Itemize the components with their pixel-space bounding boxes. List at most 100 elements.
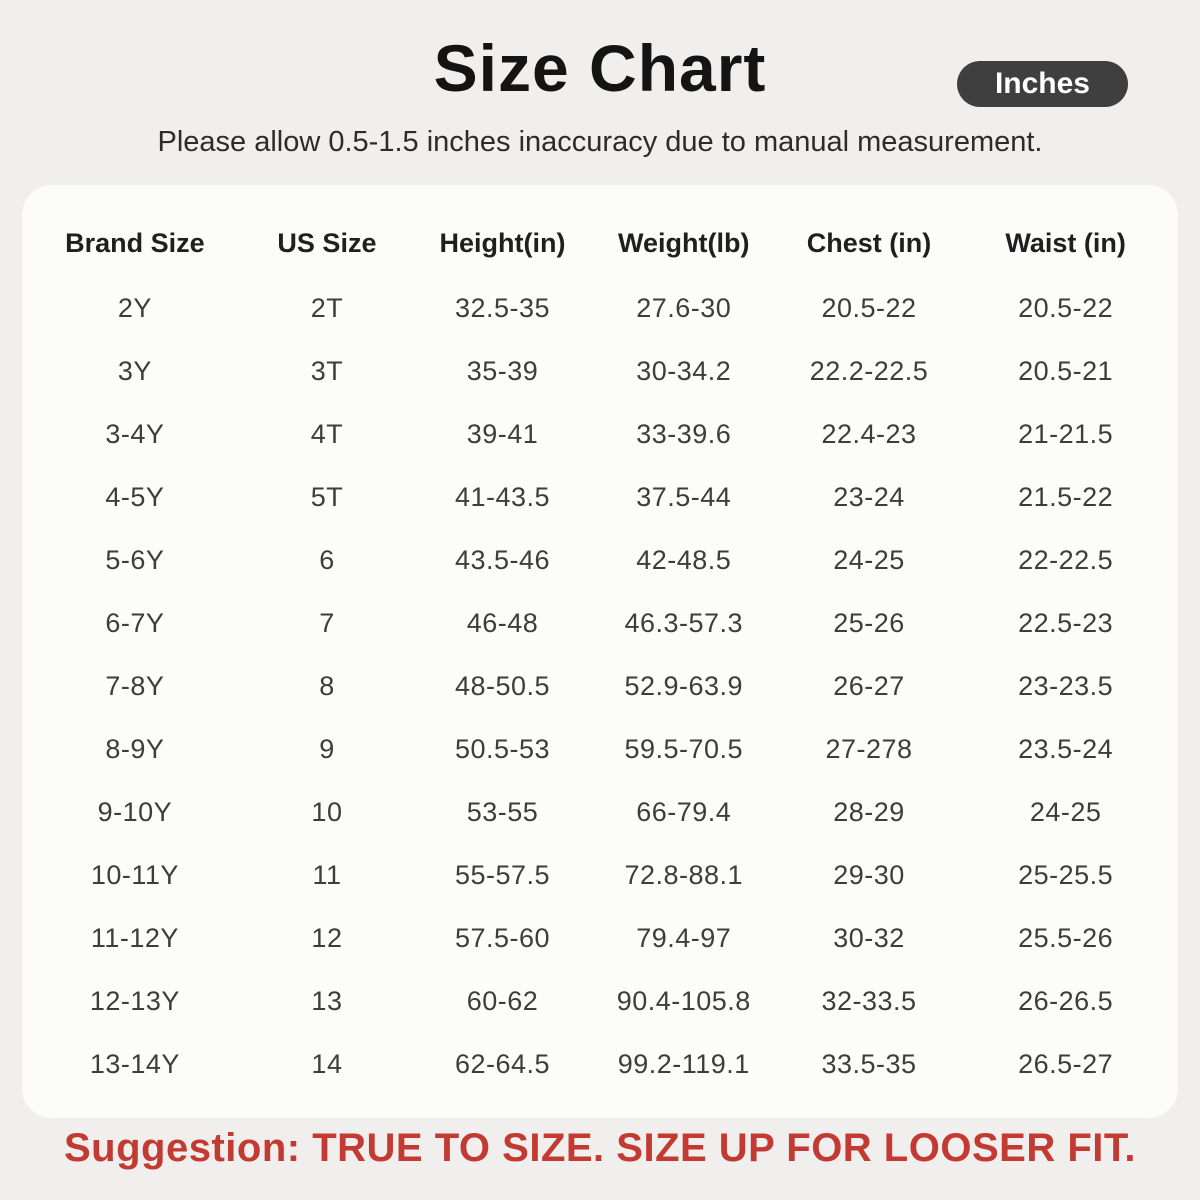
table-cell: 25.5-26 (1018, 923, 1114, 953)
size-table-card: Brand Size US Size Height(in) Weight(lb) Che… (22, 185, 1178, 1118)
table-row: 3-4Y 4T 39-41 33-39.6 22.4-23 21-21.5 (30, 403, 1170, 466)
table-cell: 26-26.5 (1018, 986, 1114, 1016)
table-cell: 8 (319, 671, 335, 701)
column-header: US Size (277, 227, 377, 258)
table-cell: 9 (319, 734, 335, 764)
table-cell: 32.5-35 (454, 293, 551, 323)
table-cell: 30-34.2 (636, 356, 732, 386)
table-cell: 3Y (117, 356, 152, 386)
table-cell: 8-9Y (105, 734, 165, 764)
table-cell: 13-14Y (89, 1049, 180, 1079)
table-cell: 90.4-105.8 (616, 986, 751, 1016)
table-cell: 46-48 (466, 608, 539, 638)
table-row: 8-9Y 9 50.5-53 59.5-70.5 27-278 23.5-24 (30, 718, 1170, 781)
table-cell: 35-39 (466, 356, 539, 386)
table-cell: 52.9-63.9 (624, 671, 744, 701)
table-cell: 26-27 (833, 671, 905, 701)
table-cell: 20.5-21 (1018, 356, 1114, 386)
table-cell: 14 (311, 1049, 343, 1079)
table-cell: 2T (310, 293, 344, 323)
table-row: 5-6Y 6 43.5-46 42-48.5 24-25 22-22.5 (30, 529, 1170, 592)
table-cell: 12-13Y (89, 986, 180, 1016)
table-cell: 79.4-97 (636, 923, 732, 953)
table-cell: 24-25 (1029, 797, 1102, 827)
table-cell: 29-30 (833, 860, 905, 890)
table-header-row: Brand Size US Size Height(in) Weight(lb) Che… (30, 209, 1170, 277)
size-table: Brand Size US Size Height(in) Weight(lb) Che… (30, 209, 1170, 1096)
table-cell: 39-41 (466, 419, 539, 449)
column-header: Waist (in) (1005, 227, 1126, 258)
table-cell: 32-33.5 (821, 986, 917, 1016)
table-cell: 66-79.4 (636, 797, 732, 827)
table-row: 9-10Y 10 53-55 66-79.4 28-29 24-25 (30, 781, 1170, 844)
table-cell: 43.5-46 (454, 545, 551, 575)
table-cell: 3-4Y (105, 419, 165, 449)
table-row: 13-14Y 14 62-64.5 99.2-119.1 33.5-35 26.5-27 (30, 1033, 1170, 1096)
table-cell: 21.5-22 (1018, 482, 1114, 512)
table-row: 6-7Y 7 46-48 46.3-57.3 25-26 22.5-23 (30, 592, 1170, 655)
page-title: Size Chart (433, 31, 767, 105)
table-cell: 9-10Y (97, 797, 173, 827)
table-cell: 20.5-22 (821, 293, 917, 323)
table-cell: 55-57.5 (454, 860, 551, 890)
table-cell: 22.2-22.5 (809, 356, 929, 386)
fit-suggestion: Suggestion: TRUE TO SIZE. SIZE UP FOR LO… (64, 1126, 1136, 1170)
table-cell: 26.5-27 (1018, 1049, 1114, 1079)
table-row: 7-8Y 8 48-50.5 52.9-63.9 26-27 23-23.5 (30, 655, 1170, 718)
table-cell: 33.5-35 (821, 1049, 917, 1079)
table-cell: 27-278 (825, 734, 913, 764)
table-cell: 59.5-70.5 (624, 734, 744, 764)
table-cell: 50.5-53 (454, 734, 551, 764)
table-cell: 11-12Y (90, 923, 179, 953)
table-row: 10-11Y 11 55-57.5 72.8-88.1 29-30 25-25.5 (30, 844, 1170, 907)
table-cell: 20.5-22 (1018, 293, 1114, 323)
table-row: 12-13Y 13 60-62 90.4-105.8 32-33.5 26-26.5 (30, 970, 1170, 1033)
table-row: 11-12Y 12 57.5-60 79.4-97 30-32 25.5-26 (30, 907, 1170, 970)
table-cell: 27.6-30 (636, 293, 732, 323)
units-badge[interactable]: Inches (956, 61, 1128, 107)
table-row: 2Y 2T 32.5-35 27.6-30 20.5-22 20.5-22 (30, 277, 1170, 340)
table-cell: 33-39.6 (636, 419, 732, 449)
table-row: 3Y 3T 35-39 30-34.2 22.2-22.5 20.5-21 (30, 340, 1170, 403)
column-header: Chest (in) (806, 227, 932, 258)
table-cell: 30-32 (833, 923, 905, 953)
table-cell: 22.5-23 (1018, 608, 1114, 638)
table-cell: 4T (310, 419, 344, 449)
table-cell: 3T (310, 356, 344, 386)
table-cell: 41-43.5 (454, 482, 551, 512)
table-cell: 21-21.5 (1018, 419, 1114, 449)
table-cell: 7 (319, 608, 335, 638)
table-cell: 48-50.5 (454, 671, 551, 701)
table-cell: 12 (311, 923, 343, 953)
table-cell: 5-6Y (105, 545, 165, 575)
table-row: 4-5Y 5T 41-43.5 37.5-44 23-24 21.5-22 (30, 466, 1170, 529)
table-cell: 6-7Y (105, 608, 165, 638)
table-cell: 37.5-44 (636, 482, 732, 512)
table-cell: 22.4-23 (821, 419, 917, 449)
table-cell: 25-26 (833, 608, 905, 638)
table-cell: 22-22.5 (1018, 545, 1114, 575)
column-header: Weight(lb) (618, 227, 750, 258)
table-cell: 60-62 (466, 986, 539, 1016)
table-cell: 24-25 (833, 545, 905, 575)
table-cell: 2Y (117, 293, 152, 323)
table-cell: 23-24 (833, 482, 905, 512)
table-cell: 13 (311, 986, 343, 1016)
measurement-disclaimer: Please allow 0.5-1.5 inches inaccuracy d… (157, 126, 1043, 158)
table-cell: 23-23.5 (1018, 671, 1114, 701)
table-cell: 62-64.5 (454, 1049, 551, 1079)
table-cell: 25-25.5 (1018, 860, 1114, 890)
table-cell: 6 (319, 545, 335, 575)
table-cell: 53-55 (466, 797, 539, 827)
table-cell: 10 (311, 797, 343, 827)
column-header: Height(in) (439, 227, 566, 258)
table-cell: 7-8Y (105, 671, 165, 701)
column-header: Brand Size (65, 227, 205, 258)
table-cell: 11 (312, 860, 342, 890)
table-cell: 57.5-60 (454, 923, 551, 953)
table-cell: 42-48.5 (636, 545, 732, 575)
table-cell: 4-5Y (105, 482, 165, 512)
table-cell: 10-11Y (90, 860, 179, 890)
table-cell: 28-29 (833, 797, 905, 827)
